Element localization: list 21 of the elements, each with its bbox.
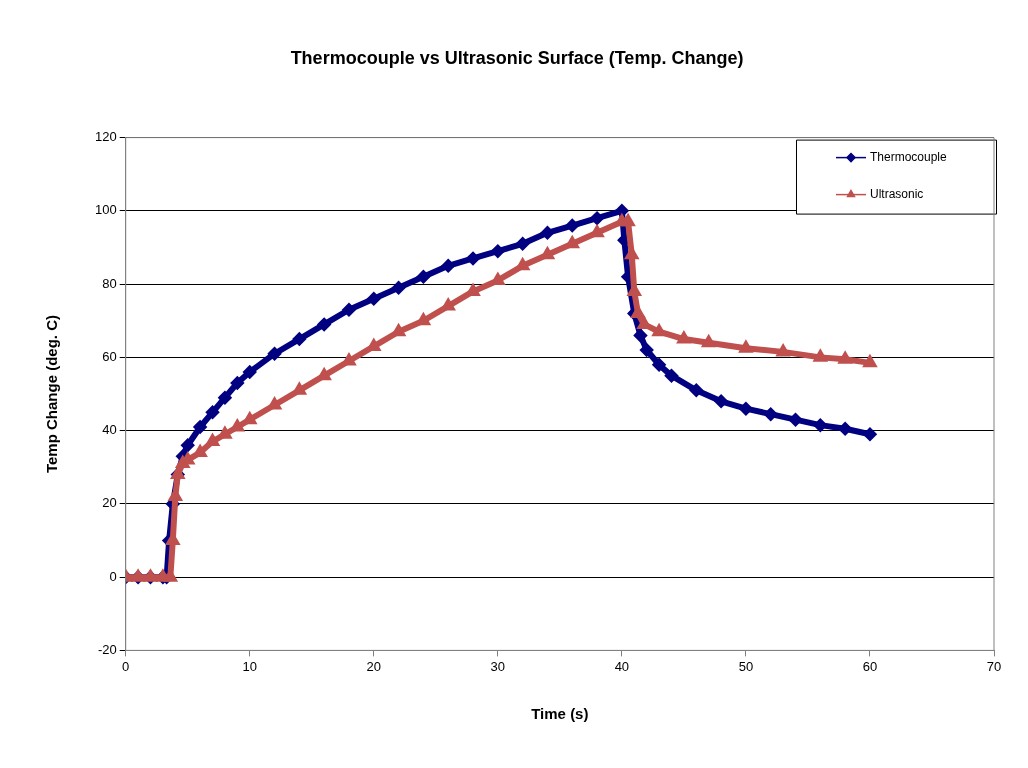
legend-label: Thermocouple — [870, 149, 948, 164]
y-tick-label: 20 — [102, 495, 117, 511]
x-tick-label: 0 — [122, 658, 130, 674]
x-tick-label: 20 — [366, 658, 382, 674]
y-tick-label: 60 — [102, 348, 117, 364]
x-tick-label: 50 — [738, 658, 754, 674]
chart-title: Thermocouple vs Ultrasonic Surface (Temp. Change) — [290, 47, 744, 68]
y-tick-label: 0 — [109, 568, 117, 584]
x-tick-label: 30 — [490, 658, 506, 674]
y-tick-label: 100 — [94, 202, 117, 218]
x-tick-label: 40 — [614, 658, 630, 674]
y-axis-title: Temp Change (deg. C) — [43, 314, 61, 474]
y-tick-label: 40 — [102, 422, 117, 438]
y-tick-label: 80 — [102, 275, 117, 291]
x-tick-label: 10 — [242, 658, 257, 674]
x-axis-title: Time (s) — [531, 705, 589, 723]
x-tick-label: 70 — [986, 658, 1002, 674]
y-tick-label: 120 — [94, 129, 117, 145]
y-tick-label: -20 — [97, 641, 117, 657]
legend-label: Ultrasonic — [870, 186, 924, 201]
x-tick-label: 60 — [862, 658, 878, 674]
